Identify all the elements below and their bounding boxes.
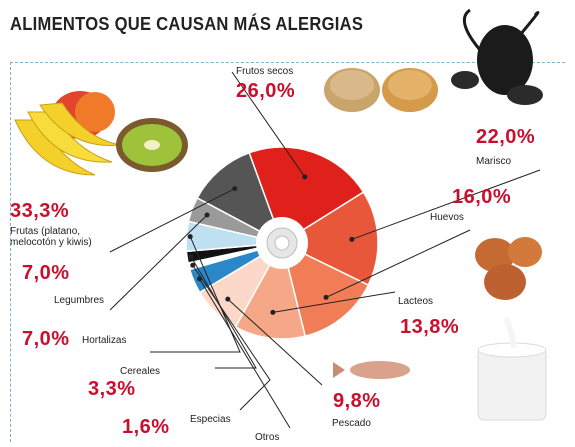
- leader-line: [272, 291, 396, 313]
- leader-line: [109, 188, 235, 253]
- pie-slice-huevos: [280, 241, 370, 338]
- leader-line: [109, 214, 208, 311]
- eggs-illustration: [475, 237, 542, 300]
- pie-slice-frutas: [196, 151, 284, 245]
- leader-line: [190, 256, 257, 369]
- slice-value-label: 16,0%: [452, 186, 512, 208]
- leader-line: [199, 278, 291, 429]
- dashed-frame-top: [10, 62, 565, 64]
- slice-value-label: 3,3%: [88, 378, 136, 400]
- slice-label: Especias: [190, 414, 231, 425]
- leader-line: [227, 298, 323, 386]
- slice-label: Pescado: [332, 418, 371, 429]
- leader-line: [150, 236, 241, 353]
- lobster-illustration: [451, 8, 543, 105]
- slice-value-label: 13,8%: [400, 316, 460, 338]
- slice-value-label: 7,0%: [22, 328, 70, 350]
- chart-title: ALIMENTOS QUE CAUSAN MÁS ALERGIAS: [10, 14, 364, 34]
- milk-illustration: [477, 316, 547, 421]
- slice-value-label: 9,8%: [333, 390, 381, 412]
- nuts-illustration: [324, 68, 438, 112]
- slice-value-label: 33,3%: [10, 200, 70, 222]
- slice-label: Hortalizas: [82, 335, 127, 346]
- slice-label: Marisco: [476, 156, 512, 167]
- leader-line: [231, 71, 306, 178]
- leader-line: [351, 169, 541, 240]
- slice-value-label: 1,6%: [122, 416, 170, 438]
- slice-value-label: 26,0%: [236, 80, 296, 102]
- slice-label: Cereales: [120, 366, 161, 377]
- slice-value-label: 22,0%: [476, 126, 536, 148]
- fruit-illustration: [14, 91, 188, 176]
- slice-label: Frutos secos: [236, 66, 294, 77]
- slice-label: Legumbres: [54, 295, 105, 306]
- dashed-frame-left: [10, 62, 12, 442]
- slice-value-label: 7,0%: [22, 262, 70, 284]
- pie-center-dot: [274, 235, 290, 251]
- slice-label: Otros: [255, 432, 280, 443]
- fish-illustration: [333, 361, 410, 379]
- slice-label: Lacteos: [398, 296, 434, 307]
- slice-label: Huevos: [430, 212, 464, 223]
- slice-label: Frutas (platano, melocotón y kiwis): [10, 226, 92, 248]
- pie-slice-marisco: [280, 191, 379, 287]
- leader-line: [325, 229, 471, 298]
